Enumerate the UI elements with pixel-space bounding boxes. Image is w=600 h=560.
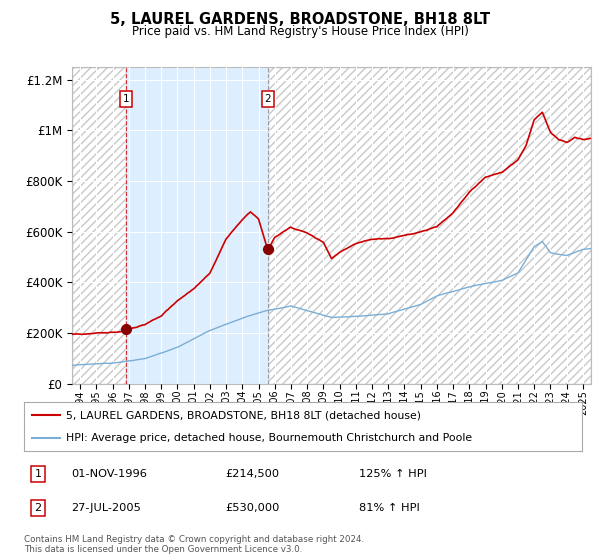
Text: HPI: Average price, detached house, Bournemouth Christchurch and Poole: HPI: Average price, detached house, Bour… (66, 433, 472, 443)
Text: 125% ↑ HPI: 125% ↑ HPI (359, 469, 427, 479)
Text: 5, LAUREL GARDENS, BROADSTONE, BH18 8LT: 5, LAUREL GARDENS, BROADSTONE, BH18 8LT (110, 12, 490, 27)
Text: 5, LAUREL GARDENS, BROADSTONE, BH18 8LT (detached house): 5, LAUREL GARDENS, BROADSTONE, BH18 8LT … (66, 410, 421, 421)
Text: Price paid vs. HM Land Registry's House Price Index (HPI): Price paid vs. HM Land Registry's House … (131, 25, 469, 38)
Text: 81% ↑ HPI: 81% ↑ HPI (359, 503, 419, 514)
Text: 2: 2 (34, 503, 41, 514)
Text: 1: 1 (123, 94, 130, 104)
Text: £214,500: £214,500 (225, 469, 279, 479)
Text: 01-NOV-1996: 01-NOV-1996 (71, 469, 148, 479)
Text: 27-JUL-2005: 27-JUL-2005 (71, 503, 142, 514)
Text: 2: 2 (265, 94, 271, 104)
Text: 1: 1 (34, 469, 41, 479)
Text: Contains HM Land Registry data © Crown copyright and database right 2024.
This d: Contains HM Land Registry data © Crown c… (24, 535, 364, 554)
Text: £530,000: £530,000 (225, 503, 279, 514)
